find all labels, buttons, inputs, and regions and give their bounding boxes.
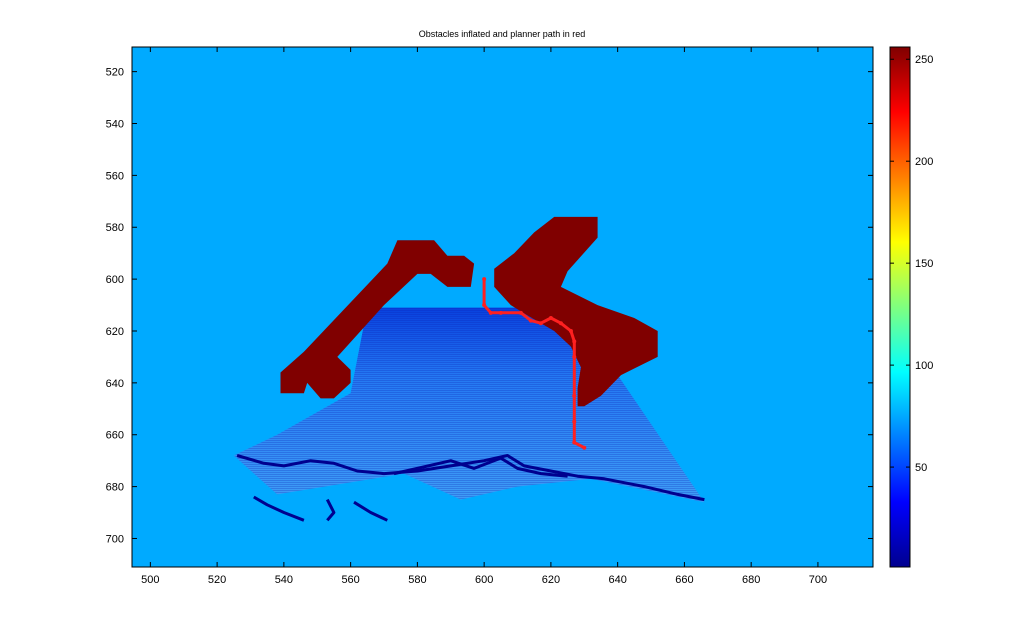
y-tick-label: 600 [106, 274, 124, 286]
colorbar: 50 100 150 200 250 [889, 46, 933, 568]
x-tick-label: 660 [675, 574, 693, 586]
colorbar-gradient [889, 46, 911, 568]
x-tick-label: 600 [475, 574, 493, 586]
path-point-3 [498, 310, 503, 315]
y-tick-label: 520 [106, 67, 124, 79]
x-tick-label: 680 [742, 574, 760, 586]
y-tick-label: 620 [106, 326, 124, 338]
path-point-12 [572, 393, 577, 398]
dark-edge-2 [253, 495, 305, 522]
axes-frame [131, 46, 874, 568]
dark-edge-0 [236, 454, 705, 502]
path-point-14 [572, 440, 577, 445]
y-tick-label: 680 [106, 482, 124, 494]
dark-edge-3 [353, 500, 388, 522]
y-tick-label: 700 [106, 533, 124, 545]
path-point-1 [482, 303, 487, 308]
x-tick-label: 520 [208, 574, 226, 586]
path-point-8 [558, 321, 563, 326]
y-tick-label: 580 [106, 222, 124, 234]
path-point-2 [488, 310, 493, 315]
colorbar-tick-label: 150 [915, 258, 933, 270]
path-point-0 [482, 277, 487, 282]
dark-edge-4 [325, 498, 336, 522]
x-axis: 500 520 540 560 580 600 620 640 660 680 700 [141, 47, 827, 586]
y-tick-label: 640 [106, 378, 124, 390]
path-point-6 [538, 321, 543, 326]
path-point-5 [528, 318, 533, 323]
colorbar-tick-label: 250 [915, 54, 933, 66]
obstacle-0 [280, 240, 475, 399]
x-tick-label: 500 [141, 574, 159, 586]
y-tick-label: 540 [106, 119, 124, 131]
path-point-4 [518, 310, 523, 315]
x-tick-label: 540 [275, 574, 293, 586]
colorbar-tick-label: 200 [915, 156, 933, 168]
path-point-7 [548, 316, 553, 321]
colorbar-tick-label: 50 [915, 462, 927, 474]
obstacle-1 [494, 216, 658, 407]
path-point-13 [572, 419, 577, 424]
heatmap-axes: 500 520 540 560 580 600 620 640 660 680 700 520 540… [106, 46, 874, 586]
path-point-9 [568, 328, 573, 333]
x-tick-label: 640 [608, 574, 626, 586]
y-tick-label: 560 [106, 170, 124, 182]
x-tick-label: 700 [809, 574, 827, 586]
dark-edge-1 [393, 456, 568, 478]
colorbar-tick-label: 100 [915, 360, 933, 372]
planner-path [482, 279, 585, 450]
x-tick-label: 580 [408, 574, 426, 586]
x-tick-label: 620 [542, 574, 560, 586]
path-point-15 [582, 445, 587, 450]
x-tick-label: 560 [341, 574, 359, 586]
y-axis: 520 540 560 580 600 620 640 660 680 700 [106, 67, 873, 545]
path-point-10 [572, 339, 577, 344]
chart-title: Obstacles inflated and planner path in r… [419, 29, 586, 39]
y-tick-label: 660 [106, 430, 124, 442]
path-point-11 [572, 354, 577, 359]
